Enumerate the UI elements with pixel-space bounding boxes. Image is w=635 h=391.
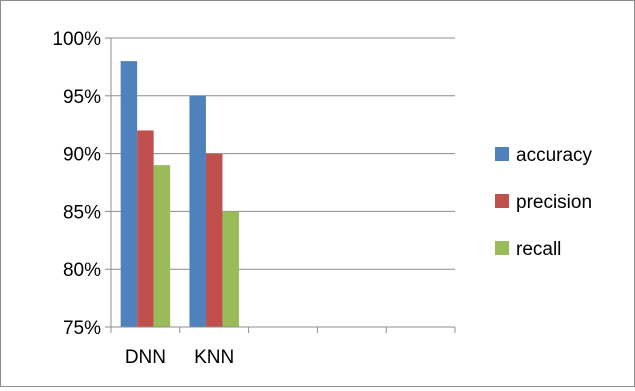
legend-swatch-precision [495, 194, 509, 208]
legend: accuracy precision recall [495, 145, 593, 260]
x-tick-label-knn: KNN [194, 347, 234, 368]
y-tick-label: 100% [52, 29, 101, 50]
bars [120, 61, 239, 328]
bar-precision-dnn [137, 130, 154, 327]
y-tick-label: 90% [63, 145, 101, 166]
legend-label-accuracy: accuracy [516, 145, 593, 166]
y-tick-label: 75% [63, 318, 101, 339]
y-tick-label: 95% [63, 87, 101, 108]
legend-label-recall: recall [516, 239, 561, 260]
y-tick-label: 85% [63, 202, 101, 223]
bar-accuracy-dnn [120, 61, 138, 328]
legend-swatch-recall [495, 241, 509, 255]
bar-recall-dnn [153, 165, 171, 327]
legend-label-precision: precision [516, 192, 592, 213]
bar-precision-knn [205, 153, 223, 327]
y-tick-labels: 75% 80% 85% 90% 95% 100% [52, 29, 101, 339]
bar-accuracy-knn [189, 95, 206, 327]
y-tick-label: 80% [63, 260, 101, 281]
legend-swatch-accuracy [495, 147, 509, 161]
x-tick-label-dnn: DNN [125, 347, 166, 368]
bar-recall-knn [222, 211, 239, 327]
axes [105, 37, 456, 333]
x-tick-labels: DNN KNN [125, 347, 234, 368]
